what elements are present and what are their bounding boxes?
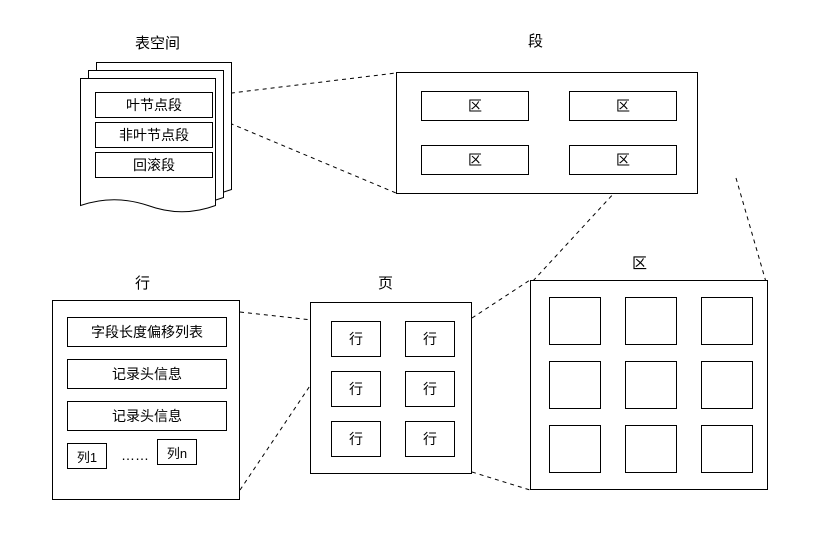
segment-title: 段 <box>528 30 543 51</box>
page-box: 行行行行行行 <box>310 302 472 474</box>
tablespace-item: 非叶节点段 <box>95 122 213 148</box>
seg-box-cell: 区 <box>569 145 677 175</box>
page-title: 页 <box>378 272 393 293</box>
ext-box-cell <box>625 297 677 345</box>
ext-box-cell <box>625 425 677 473</box>
connector-line <box>215 117 396 193</box>
page-box-cell: 行 <box>405 371 455 407</box>
page-box-cell: 行 <box>405 321 455 357</box>
seg-box-cell: 区 <box>569 91 677 121</box>
ext-box-cell <box>625 361 677 409</box>
row-item: 记录头信息 <box>67 401 227 431</box>
row-ellipsis: …… <box>121 447 149 463</box>
row-col1: 列1 <box>67 443 107 469</box>
tablespace-item: 叶节点段 <box>95 92 213 118</box>
ext-box-cell <box>701 425 753 473</box>
ext-box-cell <box>549 297 601 345</box>
ext-box-cell <box>701 361 753 409</box>
tablespace-title: 表空间 <box>135 32 180 53</box>
segment-box: 区区区区 <box>396 72 698 194</box>
connector-line <box>472 472 530 490</box>
ext-box-cell <box>549 425 601 473</box>
seg-box-cell: 区 <box>421 145 529 175</box>
row-box: 字段长度偏移列表记录头信息记录头信息列1……列n <box>52 300 240 500</box>
row-item: 字段长度偏移列表 <box>67 317 227 347</box>
ext-box-cell <box>701 297 753 345</box>
row-title: 行 <box>135 272 150 293</box>
extent-title: 区 <box>632 252 647 273</box>
page-box-cell: 行 <box>405 421 455 457</box>
connector-line <box>472 280 530 318</box>
page-box-cell: 行 <box>331 321 381 357</box>
connector-line <box>215 73 396 95</box>
extent-box <box>530 280 768 490</box>
page-box-cell: 行 <box>331 371 381 407</box>
connector-line <box>736 178 766 282</box>
row-item: 记录头信息 <box>67 359 227 389</box>
row-coln: 列n <box>157 439 197 465</box>
seg-box-cell: 区 <box>421 91 529 121</box>
ext-box-cell <box>549 361 601 409</box>
page-box-cell: 行 <box>331 421 381 457</box>
tablespace-item: 回滚段 <box>95 152 213 178</box>
